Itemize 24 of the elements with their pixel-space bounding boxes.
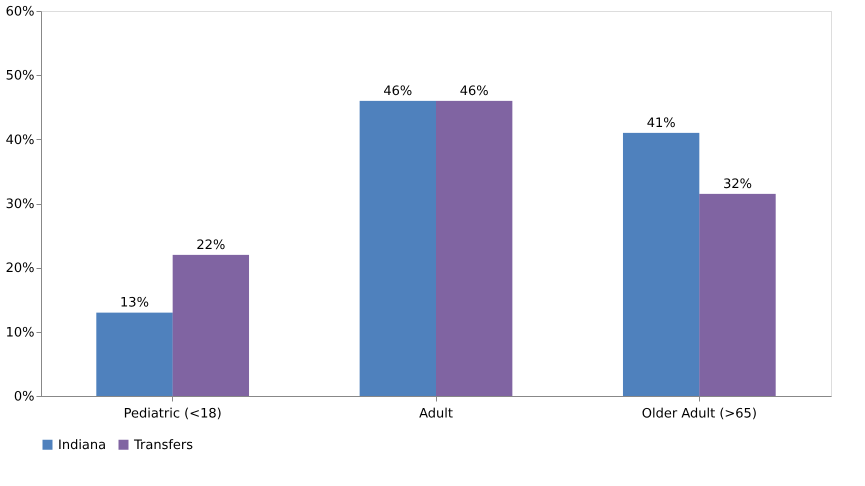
bar: [96, 312, 173, 396]
data-label: 46%: [460, 84, 489, 99]
bar: [622, 132, 700, 396]
data-label: 22%: [196, 238, 226, 253]
data-label: 41%: [646, 116, 676, 131]
y-tick-label: 0%: [14, 390, 34, 404]
x-tick-label: Adult: [419, 406, 453, 422]
legend-label: Transfers: [133, 438, 194, 453]
data-label: 46%: [383, 84, 412, 99]
y-tick-label: 10%: [6, 325, 34, 340]
bar: [436, 100, 512, 396]
bar: [172, 254, 250, 396]
data-label: 13%: [120, 296, 149, 311]
x-tick-label: Older Adult (>65): [642, 406, 757, 422]
y-tick-label: 50%: [6, 68, 34, 84]
y-tick-label: 20%: [6, 261, 34, 276]
bar: [699, 194, 776, 396]
bar: [360, 100, 436, 396]
legend-label: Indiana: [58, 438, 106, 453]
data-label: 32%: [723, 176, 752, 192]
y-tick-label: 40%: [6, 132, 34, 148]
y-tick-label: 30%: [6, 197, 34, 212]
y-tick-label: 60%: [6, 4, 34, 20]
x-tick-label: Pediatric (<18): [124, 406, 222, 422]
